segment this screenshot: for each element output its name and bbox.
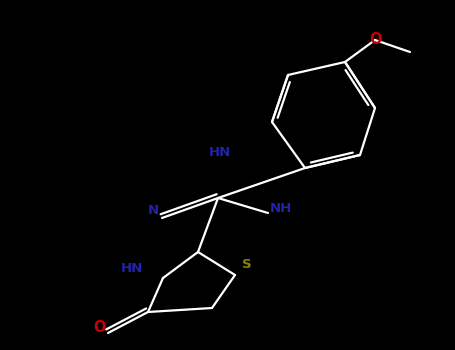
Text: S: S — [242, 259, 252, 272]
Text: HN: HN — [121, 261, 143, 274]
Text: N: N — [147, 203, 158, 217]
Text: NH: NH — [270, 202, 292, 215]
Text: O: O — [369, 33, 381, 48]
Text: O: O — [94, 321, 106, 336]
Text: HN: HN — [209, 146, 231, 159]
